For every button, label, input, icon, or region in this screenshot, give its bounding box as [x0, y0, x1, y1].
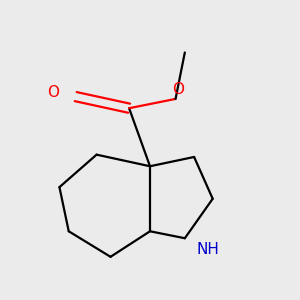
Text: NH: NH	[196, 242, 219, 257]
Text: O: O	[47, 85, 59, 100]
Text: O: O	[172, 82, 184, 97]
